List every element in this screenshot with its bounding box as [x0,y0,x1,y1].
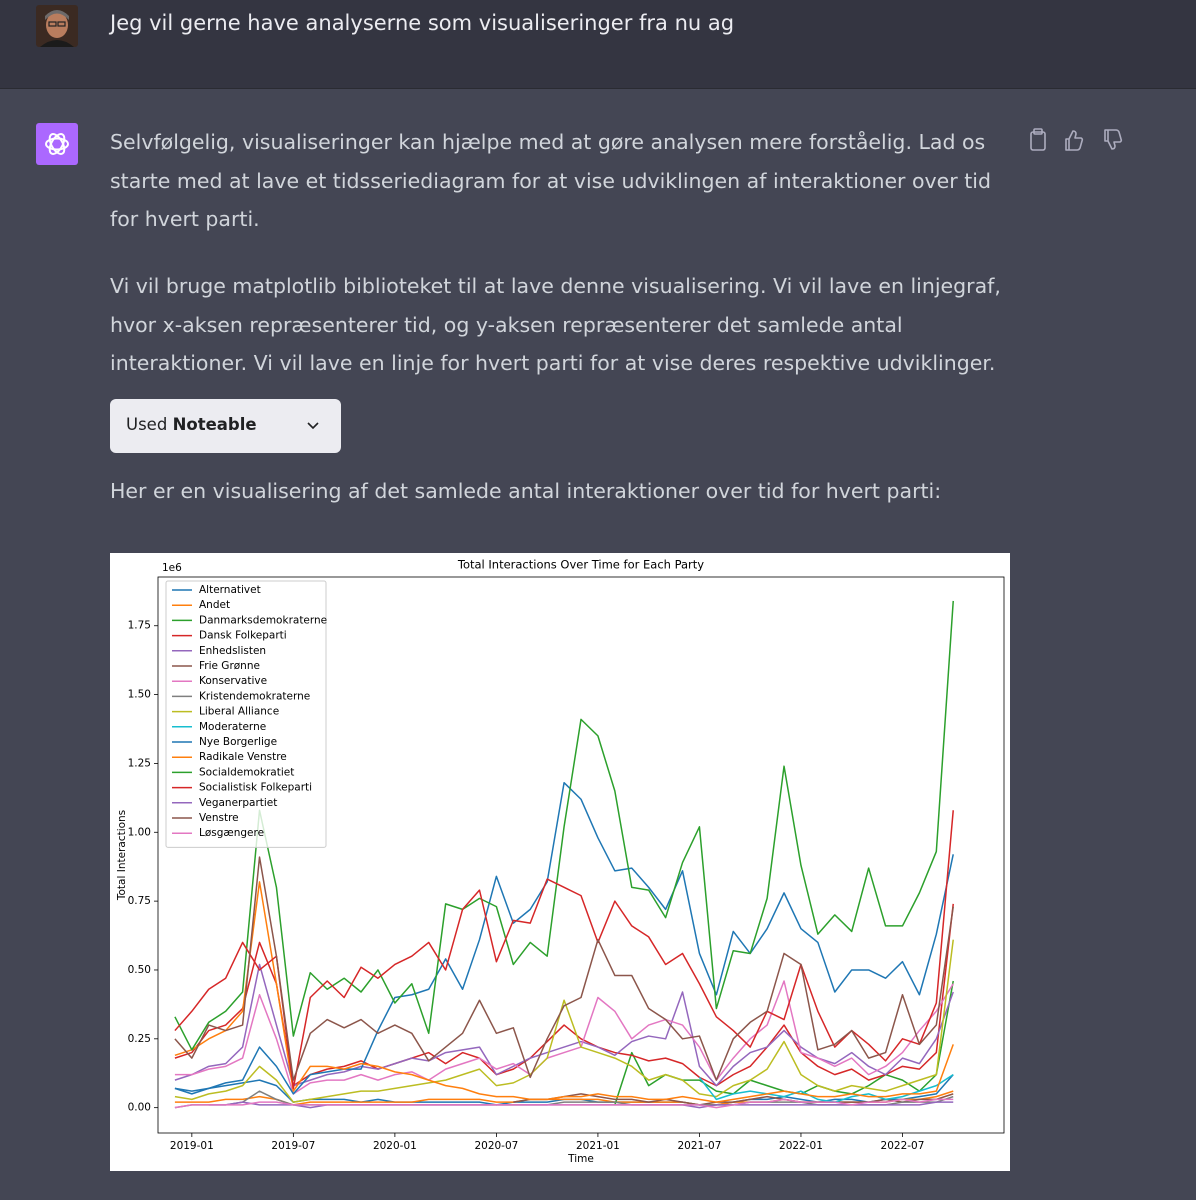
thumbs-down-button[interactable] [1104,129,1123,150]
legend-label: Socialistisk Folkeparti [199,782,312,794]
y-tick-label: 0.25 [128,1033,151,1045]
assistant-paragraph: Selvfølgelig, visualiseringer kan hjælpe… [110,130,991,231]
series-line [174,903,954,1087]
series-line [174,1098,954,1109]
assistant-logo [45,133,69,155]
series-line [174,781,954,1095]
assistant-avatar [36,123,78,165]
y-tick-label: 0.00 [128,1102,151,1114]
legend-label: Frie Grønne [199,660,260,672]
y-offset-label: 1e6 [162,562,182,574]
legend-box [165,580,327,848]
user-text: Jeg vil gerne have analyserne som visual… [110,11,735,35]
tool-prefix: Used [126,415,168,434]
y-tick-label: 0.50 [128,964,151,976]
y-tick-label: 1.75 [128,620,151,632]
legend-label: Veganerpartiet [199,797,277,809]
series-line [174,980,954,1095]
x-tick-label: 2021-07 [678,1140,722,1152]
legend-label: Venstre [199,812,239,824]
legend-label: Radikale Venstre [199,751,287,763]
x-tick-label: 2021-01 [576,1140,620,1152]
series-line [174,600,954,1051]
tool-label: Used Noteable [126,415,257,434]
legend-label: Danmarksdemokraterne [199,614,327,626]
y-tick-label: 0.75 [128,895,151,907]
y-tick-label: 1.50 [128,689,151,701]
legend-label: Andet [199,599,230,611]
y-axis-label: Total Interactions [116,810,128,901]
copy-button[interactable] [1030,128,1046,151]
series-line [174,810,954,1090]
y-tick-label: 1.00 [128,826,151,838]
x-tick-label: 2020-07 [474,1140,518,1152]
series-line [174,881,954,1103]
x-axis-label: Time [567,1153,594,1165]
legend: Alternativet Andet Danmarksdemokraterne Dan… [165,580,327,848]
tool-button[interactable]: Used Noteable [110,399,341,453]
legend-label: Konservative [199,675,267,687]
legend-label: Enhedslisten [199,645,266,657]
legend-label: Socialdemokratiet [199,766,294,778]
thumbs-up-button[interactable] [1065,130,1084,151]
plot-frame [157,576,1005,1134]
y-tick-label: 1.25 [128,757,151,769]
x-tick-label: 2019-01 [170,1140,214,1152]
legend-label: Dansk Folkeparti [199,630,287,642]
series-line [174,939,954,1103]
x-tick-label: 2022-01 [779,1140,823,1152]
legend-label: Liberal Alliance [199,706,279,718]
series-line [174,856,954,1081]
legend-label: Nye Borgerlige [199,736,277,748]
user-message: Jeg vil gerne have analyserne som visual… [0,0,1196,89]
x-tick-label: 2020-01 [373,1140,417,1152]
avatar-image [36,5,78,47]
tool-name: Noteable [172,415,257,434]
legend-label: Løsgængere [199,827,264,839]
message-actions [1026,126,1136,160]
action-icons [1030,128,1123,151]
legend-label: Kristendemokraterne [199,690,310,702]
x-tick-label: 2022-07 [881,1140,925,1152]
assistant-caption: Her er en visualisering af det samlede a… [110,479,942,503]
chart-title: Total Interactions Over Time for Each Pa… [457,558,704,572]
user-avatar [36,5,78,47]
legend-label: Alternativet [199,584,261,596]
legend-label: Moderaterne [199,721,266,733]
series-line [513,1093,954,1106]
x-tick-label: 2019-07 [271,1140,315,1152]
assistant-paragraph: Vi vil bruge matplotlib biblioteket til … [110,274,1001,375]
chevron-icon [307,422,319,430]
chart: Total Interactions Over Time for Each Pa… [110,553,1010,1171]
